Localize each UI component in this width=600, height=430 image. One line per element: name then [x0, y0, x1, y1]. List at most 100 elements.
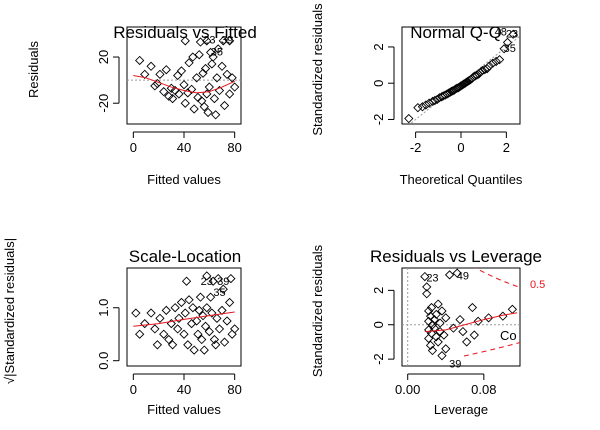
data-point [199, 102, 209, 112]
data-point [164, 334, 174, 345]
data-point [179, 80, 189, 90]
data-point [204, 82, 214, 92]
point-label: 39 [221, 35, 233, 47]
data-point [417, 102, 428, 112]
data-point [183, 340, 193, 350]
point-label: 39 [217, 276, 229, 288]
data-point [441, 344, 451, 354]
data-point [413, 103, 423, 113]
data-point [508, 29, 518, 39]
data-layer [127, 36, 241, 120]
data-point [499, 44, 509, 54]
data-point [192, 73, 202, 83]
data-point [179, 329, 189, 339]
y-tick-label: 2 [371, 287, 386, 294]
data-point [155, 313, 165, 323]
qq-reference-line [409, 35, 520, 124]
data-point [192, 316, 202, 326]
smoother-line [424, 312, 518, 333]
data-point [188, 303, 198, 313]
data-point [135, 329, 145, 339]
data-point [219, 100, 230, 111]
y-tick-label: -2 [371, 114, 386, 126]
data-point [213, 273, 223, 284]
data-point [437, 306, 447, 316]
data-point [159, 87, 169, 97]
data-point [404, 113, 414, 124]
data-point [207, 308, 217, 318]
data-point [226, 273, 236, 284]
data-point [170, 303, 180, 313]
data-point [205, 292, 216, 302]
data-point [140, 69, 150, 79]
plot-panel: Residuals vs Leverage 23 49 39 0.5 Co 0.00 0.08… [310, 244, 545, 417]
point-label: 35 [504, 43, 516, 55]
data-point [444, 270, 455, 280]
plot-frame [401, 26, 521, 125]
data-point [195, 292, 206, 302]
cooks-distance-contour-lower [463, 342, 520, 357]
data-point [424, 306, 434, 316]
x-tick-label: 0 [130, 382, 137, 397]
x-axis-label: Fitted values [147, 402, 221, 417]
data-point [203, 107, 213, 118]
point-label: 35 [213, 287, 225, 299]
data-layer [402, 268, 520, 366]
data-point [227, 329, 237, 339]
data-point [194, 305, 204, 316]
data-point [194, 50, 204, 60]
cooks-distance-legend: Co [500, 328, 517, 343]
data-point [455, 314, 465, 325]
point-label: 49 [457, 271, 469, 283]
y-tick-label: -2 [371, 353, 386, 365]
x-axis-label: Leverage [434, 402, 488, 417]
x-tick-label: 80 [227, 140, 241, 155]
data-point [219, 337, 230, 347]
data-point [230, 82, 240, 92]
data-point [212, 73, 222, 83]
data-point [443, 88, 454, 98]
data-point [131, 308, 141, 318]
data-point [427, 345, 438, 356]
point-label: 48 [495, 27, 507, 39]
smoother-line [133, 75, 235, 94]
data-point [176, 297, 187, 308]
x-tick-label: 0 [130, 140, 137, 155]
data-point [224, 36, 235, 46]
point-label: 35 [211, 46, 223, 58]
data-point [181, 276, 192, 286]
data-point [184, 58, 194, 68]
data-point [200, 321, 211, 331]
data-point [209, 334, 220, 345]
data-point [467, 302, 478, 313]
data-point [174, 89, 184, 99]
x-axis-label: Theoretical Quantiles [400, 172, 523, 187]
y-axis-label: Standardized residuals [310, 3, 325, 136]
data-point [200, 63, 211, 74]
data-point [422, 289, 432, 299]
data-point [462, 337, 472, 347]
data-point [176, 66, 187, 76]
x-axis-label: Fitted values [147, 172, 221, 187]
plot-title: Normal Q-Q [410, 23, 502, 42]
data-point [433, 299, 443, 309]
data-point [161, 65, 171, 75]
data-point [184, 295, 194, 305]
data-point [173, 70, 183, 81]
data-point [140, 318, 150, 329]
data-point [202, 36, 212, 46]
data-point [173, 324, 183, 334]
data-layer [131, 271, 240, 355]
smoother-line [133, 311, 235, 327]
data-point [199, 345, 209, 355]
data-layer [404, 29, 520, 124]
data-point [213, 44, 223, 54]
data-point [180, 98, 190, 108]
y-tick-label: -20 [96, 94, 111, 113]
data-point [426, 302, 437, 313]
data-point [202, 89, 212, 99]
data-point [222, 69, 232, 79]
data-point [425, 340, 436, 351]
